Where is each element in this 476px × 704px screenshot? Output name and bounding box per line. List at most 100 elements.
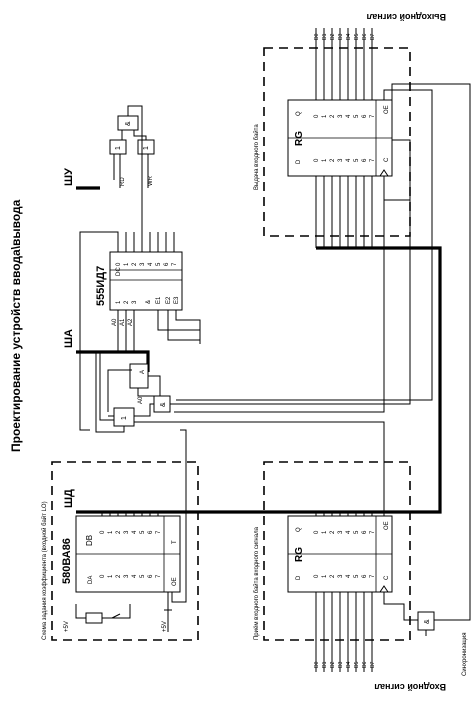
register-out-line-label: D2 [330, 33, 336, 40]
decoder-out-pin: 5 [156, 262, 162, 266]
decoder-out-pin: 2 [132, 262, 138, 266]
register-in-wires: D0 D1 D2 D3 D4 D5 D6 D7 [314, 512, 376, 672]
decoder-output-wires [79, 231, 175, 431]
or-gate-left [109, 139, 127, 155]
register-out-d-pin: 0 [314, 158, 320, 162]
register-out-q-pin: 0 [314, 114, 320, 118]
register-in-d-pin: 4 [346, 574, 352, 578]
register-in-d-pin: 6 [362, 574, 368, 578]
register-out-signal-label: Выходной сигнал [366, 12, 446, 22]
decoder-out-pin: 7 [172, 262, 178, 266]
register-out-oe: OE [384, 105, 390, 114]
register-out-d-pin: 4 [346, 158, 352, 162]
addr-a0: A0 [112, 318, 118, 326]
register-in-line-label: D7 [370, 661, 376, 668]
register-out-d: D [296, 159, 302, 164]
buffer-pin-top: 4 [132, 530, 138, 534]
register-out-d-pin: 1 [322, 158, 328, 162]
decoder-chip [109, 251, 183, 311]
section-label-buffer: Схема задания коэффициента (входной байт… [41, 501, 48, 640]
or-gate-mid-label: 1 [121, 416, 128, 420]
register-in-q-pin: 7 [370, 530, 376, 534]
decoder-out-pin: 6 [164, 262, 170, 266]
register-out-q-pin: 4 [346, 114, 352, 118]
decoder-in-pin: E3 [174, 296, 180, 304]
addr-a1: A1 [120, 318, 126, 326]
register-out-q: Q [296, 111, 302, 116]
buffer-da-label: DA [88, 576, 94, 584]
signal-rd-label: RD [120, 177, 126, 186]
buffer-plus5-b: +5V [162, 621, 168, 632]
buffer-pin-bottom: 7 [156, 574, 162, 578]
register-out-wires: D0 D1 D2 D3 D4 D5 D6 D7 [314, 28, 376, 248]
buffer-pin-top: 6 [148, 530, 154, 534]
bus-shd [76, 246, 442, 514]
buffer-pin-bottom: 3 [124, 574, 130, 578]
register-out-q-pin: 5 [354, 114, 360, 118]
register-out-line-label: D6 [362, 33, 368, 40]
bus-label-sha: ША [63, 329, 75, 348]
decoder-input-wires [117, 310, 201, 352]
register-in-d-pin: 5 [354, 574, 360, 578]
buffer-pin-bottom: 2 [116, 574, 122, 578]
buffer-pin-top: 5 [140, 530, 146, 534]
register-out-q-pin: 7 [370, 114, 376, 118]
register-out-q-pin: 3 [338, 114, 344, 118]
register-in-q-pin: 5 [354, 530, 360, 534]
section-label-output: Выдача входного байта [253, 124, 260, 190]
buffer-pin-top: 1 [108, 530, 114, 534]
register-out-q-pin: 2 [330, 114, 336, 118]
register-in-clock-marker [379, 585, 389, 593]
section-buffer [51, 461, 199, 641]
gate-a [129, 363, 149, 389]
register-in-c: C [384, 575, 390, 580]
register-out-name: RG [294, 131, 305, 146]
decoder-in-pin: E1 [156, 296, 162, 304]
buffer-oe-label: OE [172, 577, 178, 586]
register-in-line-label: D5 [354, 661, 360, 668]
decoder-dc-label: DC [116, 267, 122, 276]
register-in-q: Q [296, 527, 302, 532]
buffer-pin-top: 2 [116, 530, 122, 534]
decoder-in-pin: 1 [116, 300, 122, 304]
buffer-pin-top: 3 [124, 530, 130, 534]
buffer-pin-bottom: 1 [108, 574, 114, 578]
register-in-d-pin: 2 [330, 574, 336, 578]
and-gate-mid-label: & [160, 402, 167, 407]
register-out-c: C [384, 157, 390, 162]
register-in-oe: OE [384, 521, 390, 530]
buffer-pin-bottom: 4 [132, 574, 138, 578]
page-title: Проектирование устройств ввода\вывода [9, 199, 23, 452]
register-in-d-pin: 0 [314, 574, 320, 578]
addr-a2: A2 [128, 318, 134, 326]
register-out-d-pin: 2 [330, 158, 336, 162]
buffer-plus5-a: +5V [64, 621, 70, 632]
signal-wr-label: WR [148, 175, 154, 186]
register-in-line-label: D0 [314, 661, 320, 668]
section-label-input: Приём входного байта входного сигнала [253, 526, 260, 640]
register-in-line-label: D1 [322, 661, 328, 668]
buffer-pin-bottom: 6 [148, 574, 154, 578]
register-out-line-label: D0 [314, 33, 320, 40]
register-out-d-pin: 3 [338, 158, 344, 162]
decoder-in-pin: 3 [132, 300, 138, 304]
register-out-clock-marker [379, 169, 389, 177]
register-out-line-label: D1 [322, 33, 328, 40]
register-out-d-pin: 7 [370, 158, 376, 162]
register-out-line-label: D3 [338, 33, 344, 40]
register-in-q-pin: 2 [330, 530, 336, 534]
register-in-d-pin: 1 [322, 574, 328, 578]
register-in-signal-label: Входной сигнал [374, 682, 446, 692]
bus-label-shu: ШУ [63, 168, 75, 186]
and-gate-top-label: & [125, 121, 132, 126]
or-gate-left-label: 1 [115, 146, 122, 150]
decoder-in-pin: E2 [166, 296, 172, 304]
register-in-q-pin: 1 [322, 530, 328, 534]
decoder-in-pin: 2 [124, 300, 130, 304]
sync-label: Синхронизация [462, 633, 468, 676]
